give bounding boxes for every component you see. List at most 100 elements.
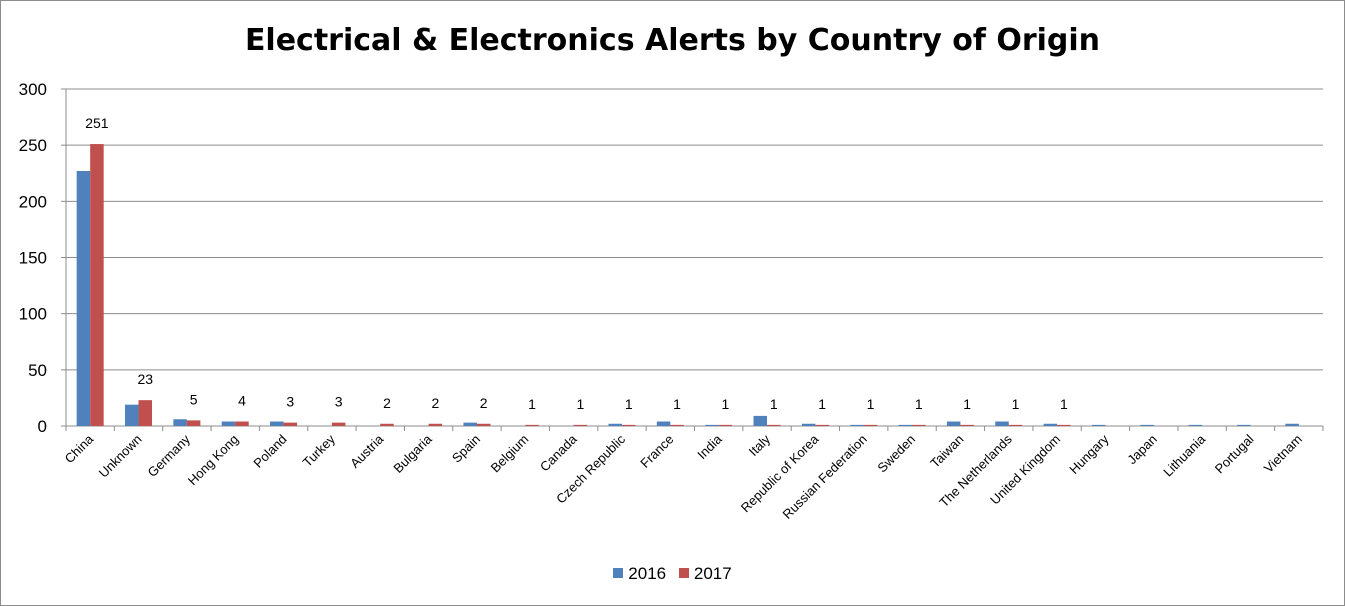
x-tick-label: Russian Federation	[780, 432, 870, 522]
data-label: 251	[85, 115, 109, 131]
data-label: 5	[190, 391, 198, 407]
bar-2017	[767, 424, 781, 426]
x-tick-label: France	[637, 432, 676, 471]
data-label: 2	[383, 395, 391, 411]
legend-swatch-2016	[613, 568, 624, 578]
x-tick-label: Hong Kong	[185, 432, 242, 489]
bar-2016	[76, 171, 91, 426]
x-tick-label: Turkey	[300, 431, 339, 470]
bar-2017	[235, 421, 249, 426]
bar-2017	[912, 424, 926, 426]
x-tick-label: Sweden	[874, 432, 918, 476]
bar-2017	[960, 424, 974, 426]
bar-2017	[186, 420, 201, 426]
x-tick-label: Poland	[250, 432, 289, 471]
legend-item-2017: 2017	[678, 564, 732, 584]
legend-label-2017: 2017	[693, 564, 732, 583]
x-tick-label: Vietnam	[1261, 432, 1305, 476]
bar-2017	[1057, 424, 1071, 426]
data-label: 1	[770, 396, 778, 412]
y-tick-label: 0	[38, 417, 47, 436]
bar-2017	[525, 424, 539, 426]
bar-2017	[621, 424, 636, 426]
y-tick-label: 100	[19, 305, 47, 324]
x-tick-label: Hungary	[1066, 431, 1112, 477]
legend-item-2016: 2016	[613, 564, 666, 584]
data-label: 2	[480, 395, 488, 411]
data-label: 1	[625, 396, 633, 412]
x-tick-label: Bulgaria	[390, 431, 435, 476]
bar-2017	[428, 423, 443, 426]
bar-2016	[608, 423, 622, 426]
x-tick-label: Austria	[347, 431, 387, 471]
x-tick-label: Lithuania	[1160, 431, 1208, 479]
bar-2017	[1008, 424, 1023, 426]
bar-2016	[463, 422, 477, 426]
bar-2016	[898, 424, 913, 426]
bar-2017	[815, 424, 829, 426]
legend-swatch-2017	[678, 568, 689, 578]
bar-2016	[173, 419, 187, 426]
bar-2017	[331, 422, 346, 426]
data-label: 1	[915, 396, 923, 412]
data-label: 2	[431, 395, 439, 411]
bar-2016	[656, 421, 671, 426]
data-label: 1	[1012, 396, 1020, 412]
bar-2016	[221, 421, 236, 426]
data-label: 1	[576, 396, 584, 412]
bar-2017	[380, 423, 394, 426]
data-label: 3	[335, 394, 343, 410]
x-tick-label: Japan	[1124, 432, 1160, 468]
data-label: 3	[286, 394, 294, 410]
bar-2017	[573, 424, 588, 426]
bar-2016	[1140, 424, 1154, 426]
y-tick-label: 150	[19, 249, 47, 268]
data-label: 1	[818, 396, 826, 412]
bar-2017	[476, 423, 491, 426]
y-tick-label: 250	[19, 136, 47, 155]
bar-2016	[1236, 424, 1251, 426]
bar-2016	[995, 421, 1009, 426]
bar-2016	[125, 404, 139, 426]
y-tick-label: 300	[19, 80, 47, 99]
data-label: 4	[238, 393, 246, 409]
bar-2016	[705, 424, 719, 426]
x-tick-label: Portugal	[1212, 431, 1257, 476]
bar-2017	[138, 400, 153, 426]
x-tick-label: India	[694, 431, 725, 462]
bar-2017	[718, 424, 733, 426]
x-tick-label: Germany	[145, 431, 194, 480]
x-tick-label: Canada	[537, 431, 580, 474]
legend-label-2016: 2016	[628, 564, 667, 583]
legend: 2016 2017	[1, 564, 1344, 584]
bar-2017	[90, 144, 104, 426]
data-label: 1	[528, 396, 536, 412]
data-label: 1	[722, 396, 730, 412]
data-label: 23	[137, 371, 153, 387]
x-tick-label: Belgium	[488, 432, 532, 476]
x-tick-label: Italy	[746, 431, 774, 459]
data-label: 1	[867, 396, 875, 412]
bar-2016	[1188, 424, 1203, 426]
x-tick-label: China	[62, 431, 97, 466]
bar-2017	[283, 422, 298, 426]
bar-2016	[1091, 424, 1106, 426]
bar-2016	[1043, 423, 1058, 426]
bar-2017	[670, 424, 684, 426]
bar-2016	[801, 423, 816, 426]
chart-title: Electrical & Electronics Alerts by Count…	[244, 23, 1101, 58]
bar-2016	[270, 421, 284, 426]
y-tick-label: 50	[28, 361, 47, 380]
data-label: 1	[1060, 396, 1068, 412]
y-tick-label: 200	[19, 192, 47, 211]
data-label: 1	[673, 396, 681, 412]
x-tick-label: Unknown	[96, 432, 145, 481]
bar-2016	[850, 424, 864, 426]
data-label: 1	[963, 396, 971, 412]
bar-2017	[863, 424, 878, 426]
bar-2016	[1285, 423, 1299, 426]
bar-2016	[946, 421, 961, 426]
bar-2016	[753, 415, 768, 426]
